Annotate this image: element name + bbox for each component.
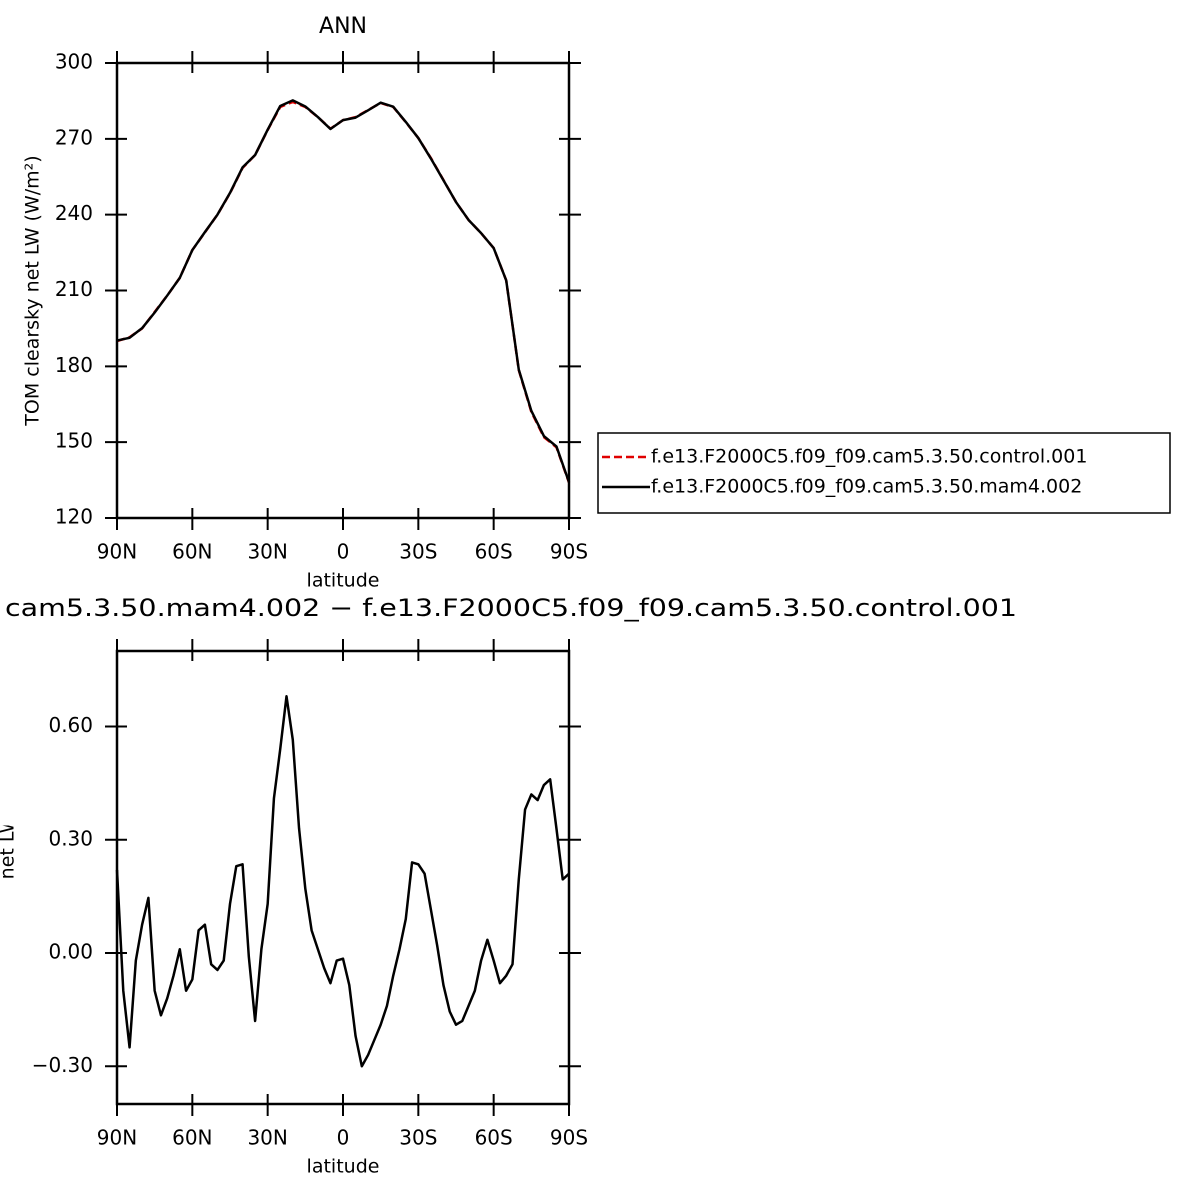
legend-label: f.e13.F2000C5.f09_f09.cam5.3.50.control.… [651,446,1087,468]
x-tick-label: 90N [97,1126,137,1150]
y-tick-label: 0.60 [48,713,93,737]
data-line [116,100,571,484]
x-tick-label: 30S [399,1126,437,1150]
chart-title: ANN [319,14,367,39]
x-tick-label: 0 [337,1126,350,1150]
data-line [115,695,570,1068]
x-tick-label: 90S [550,540,588,564]
data-line [116,99,571,483]
legend-label: f.e13.F2000C5.f09_f09.cam5.3.50.mam4.002 [651,476,1082,498]
x-tick-label: 30N [247,1126,287,1150]
x-tick-label: 60N [172,1126,212,1150]
chart-title: cam5.3.50.mam4.002 − f.e13.F2000C5.f09_f… [5,594,1017,622]
x-tick-label: 0 [337,540,350,564]
y-tick-label: 180 [55,353,93,377]
y-tick-label: 0.00 [48,940,93,964]
y-tick-label: 270 [55,125,93,149]
y-axis-label: TOM clearsky net LW (W/m²) [0,742,19,1013]
x-tick-label: 60S [475,540,513,564]
x-tick-label: 90S [550,1126,588,1150]
x-axis-label: latitude [307,570,380,592]
y-tick-label: 150 [55,429,93,453]
x-tick-label: 30S [399,540,437,564]
plot-frame [115,61,571,520]
legend-box [597,432,1171,514]
x-tick-label: 90N [97,540,137,564]
y-tick-label: 0.30 [48,826,93,850]
plot-frame [115,649,571,1106]
x-tick-label: 60S [475,1126,513,1150]
x-axis-label: latitude [307,1156,380,1178]
y-tick-label: 120 [55,505,93,529]
y-tick-label: 240 [55,201,93,225]
y-axis-label: TOM clearsky net LW (W/m²) [22,155,44,426]
x-tick-label: 30N [247,540,287,564]
x-tick-label: 60N [172,540,212,564]
y-tick-label: −0.30 [32,1053,93,1077]
y-tick-label: 300 [55,50,93,74]
y-tick-label: 210 [55,277,93,301]
